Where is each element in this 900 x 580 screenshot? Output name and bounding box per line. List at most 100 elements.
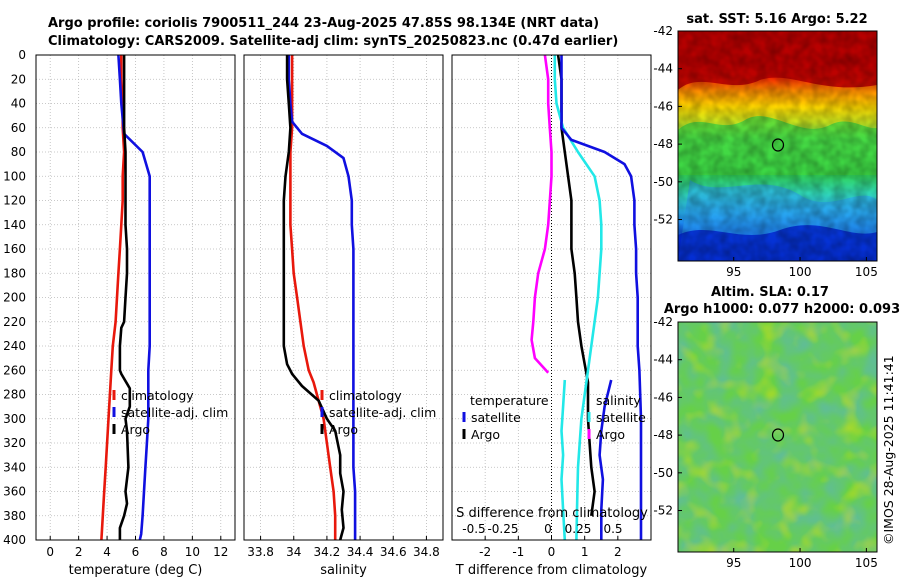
series-satellite-adj-clim [287,55,357,540]
y-tick-label: 320 [3,436,26,450]
y-tick-label: 60 [11,121,26,135]
legend-label: climatology [329,388,402,403]
x-tick-label: 1 [581,545,589,559]
x-tick-label: 10 [185,545,200,559]
sst-map [678,31,877,261]
sst-map-axes: 95 100 105 -42 -44 -46 -48 -50 -52 [653,24,877,279]
plot-frame [35,54,236,541]
legend-label: Argo [329,422,358,437]
y-tick-label: 100 [3,169,26,183]
sla-map-title: Altim. SLA: 0.17 [711,285,829,300]
x-axis-label: T difference from climatology [455,563,648,578]
series-s-argo [598,379,613,540]
sla-map-axes: 95 100 105 -42 -44 -46 -48 -50 -52 [653,315,877,570]
x-tick-label: 34.2 [314,545,341,559]
header-line1: Argo profile: coriolis 7900511_244 23-Au… [48,16,599,31]
x-tick-label: 34 [286,545,301,559]
x-tick-label: 33.8 [247,545,274,559]
x-tick-label: 34.6 [380,545,407,559]
map-y-tick-label: -48 [653,428,673,442]
series-argo [118,55,132,540]
y-tick-label: 20 [11,72,26,86]
y-tick-label: 360 [3,485,26,499]
salinity-panel: 33.8 34 34.2 34.4 34.6 34.8 salinity climatolog… [243,54,444,578]
x-tick-label: 4 [103,545,111,559]
series-argo [282,55,345,541]
y-tick-label: 200 [3,291,26,305]
x-tick-label: 12 [213,545,228,559]
difference-panel: -2 -1 0 1 2 T difference from climatology -0.5… [451,54,652,578]
legend-label: satellite-adj. clim [121,405,228,420]
x-tick-label: -1 [512,545,524,559]
header-line2: Climatology: CARS2009. Satellite-adj cli… [48,34,618,49]
copyright: ©IMOS 28-Aug-2025 11:41:41 [881,355,896,545]
map-y-tick-label: -46 [653,99,673,113]
series-t-satellite [530,54,553,374]
legend-label: Argo [596,427,625,442]
sla-map-frame [677,321,878,553]
x-tick-label: 0 [548,545,556,559]
plot-frame [451,54,652,541]
temperature-panel: 0 2 4 6 8 10 120204060801001201401601802002202… [3,48,236,578]
y-tick-label: 120 [3,194,26,208]
map-x-tick-label: 95 [726,265,741,279]
x2-tick-label: -0.25 [487,522,518,536]
x2-tick-label: 0.5 [603,522,622,536]
legend-label: satellite [596,410,646,425]
series-climatology [100,55,126,541]
x-tick-label: 6 [132,545,140,559]
map-y-tick-label: -50 [653,466,673,480]
map-x-tick-label: 105 [855,265,878,279]
map-y-tick-label: -48 [653,137,673,151]
y-tick-label: 220 [3,315,26,329]
y-tick-label: 40 [11,97,26,111]
y-tick-label: 260 [3,363,26,377]
map-y-tick-label: -46 [653,390,673,404]
y-tick-label: 280 [3,388,26,402]
series-s-satellite [560,379,567,541]
y-tick-label: 400 [3,533,26,547]
map-y-tick-label: -50 [653,175,673,189]
x2-tick-label: -0.5 [462,522,485,536]
map-y-tick-label: -42 [653,315,673,329]
x-tick-label: 34.4 [347,545,374,559]
x-tick-label: 8 [160,545,168,559]
sla-map-subtitle: Argo h1000: 0.077 h2000: 0.093 [664,302,900,317]
x-tick-label: -2 [479,545,491,559]
plot-frame [243,54,444,541]
x2-axis-label: S difference from climatology [456,506,648,521]
y-tick-label: 380 [3,509,26,523]
x2-tick-label: 0.25 [565,522,592,536]
x-axis-label: temperature (deg C) [69,563,203,578]
map-y-tick-label: -52 [653,213,673,227]
y-tick-label: 340 [3,460,26,474]
x-tick-label: 2 [75,545,83,559]
series-satellite-adj-clim [117,54,151,541]
x-tick-label: 2 [614,545,622,559]
map-x-tick-label: 100 [789,265,812,279]
map-y-tick-label: -44 [653,353,673,367]
legend-label: Argo [471,427,500,442]
sst-map-title: sat. SST: 5.16 Argo: 5.22 [686,12,867,27]
legend-right-title: salinity [596,393,641,408]
legend-label: Argo [121,422,150,437]
y-tick-label: 140 [3,218,26,232]
x-tick-label: 0 [46,545,54,559]
map-x-tick-label: 95 [726,556,741,570]
y-tick-label: 80 [11,145,26,159]
map-x-tick-label: 100 [789,556,812,570]
legend-label: satellite-adj. clim [329,405,436,420]
map-y-tick-label: -44 [653,62,673,76]
map-y-tick-label: -42 [653,24,673,38]
series-s-argo [560,55,643,540]
map-y-tick-label: -52 [653,504,673,518]
x-axis-label: salinity [320,563,367,578]
sst-argo-marker [771,138,785,152]
legend-label: satellite [471,410,521,425]
series-climatology [289,55,337,540]
legend-label: climatology [121,388,194,403]
sst-map-frame [677,30,878,262]
map-x-tick-label: 105 [855,556,878,570]
y-tick-label: 160 [3,242,26,256]
